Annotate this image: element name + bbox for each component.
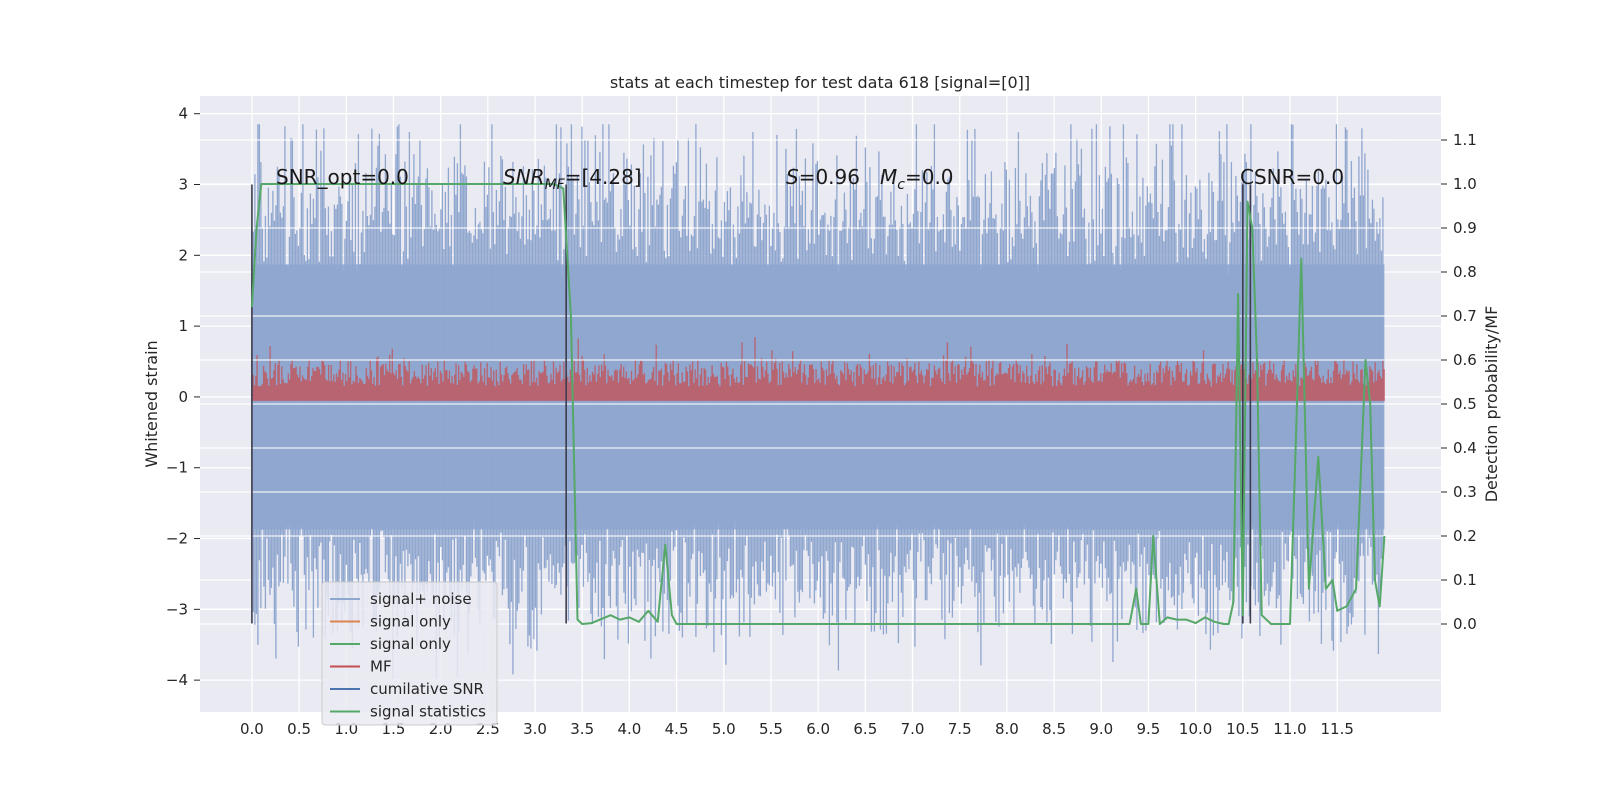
x-tick-label: 3.5	[570, 720, 594, 738]
x-tick-label: 6.0	[806, 720, 830, 738]
right-y-tick-label: 1.1	[1453, 131, 1477, 149]
left-y-tick-label: 2	[178, 246, 188, 264]
annotation-snr-mf: SNRMF=[4.28]	[503, 165, 642, 193]
left-y-tick-label: 3	[178, 176, 188, 194]
x-tick-label: 8.5	[1042, 720, 1066, 738]
legend: signal+ noise signal only signal only MF cum…	[321, 581, 498, 726]
legend-label: signal statistics	[370, 703, 486, 721]
left-y-tick-label: 0	[178, 388, 188, 406]
x-tick-label: 5.5	[759, 720, 783, 738]
annotation-csnr: CSNR=0.0	[1240, 165, 1344, 189]
x-tick-label: 7.5	[948, 720, 972, 738]
x-tick-label: 5.0	[712, 720, 736, 738]
x-tick-label: 6.5	[853, 720, 877, 738]
left-y-tick-label: −2	[166, 530, 188, 548]
x-tick-label: 9.0	[1089, 720, 1113, 738]
right-y-tick-label: 0.9	[1453, 219, 1477, 237]
left-y-tick-label: −4	[166, 671, 188, 689]
left-y-axis-label: Whitened strain	[142, 340, 161, 467]
right-y-tick-label: 0.5	[1453, 395, 1477, 413]
left-y-axis-ticks: 4 3 2 1 0 −1 −2 −3 −4	[166, 105, 200, 689]
right-y-tick-label: 0.0	[1453, 615, 1477, 633]
left-y-tick-label: −1	[166, 459, 188, 477]
legend-label: signal only	[370, 635, 451, 653]
x-tick-label: 0.5	[287, 720, 311, 738]
right-y-tick-label: 0.8	[1453, 263, 1477, 281]
x-tick-label: 11.5	[1320, 720, 1353, 738]
x-tick-label: 4.5	[665, 720, 689, 738]
right-y-tick-label: 0.4	[1453, 439, 1477, 457]
x-tick-label: 0.0	[240, 720, 264, 738]
x-tick-label: 7.0	[901, 720, 925, 738]
x-tick-label: 11.0	[1273, 720, 1306, 738]
left-y-tick-label: 4	[178, 105, 188, 123]
x-tick-label: 3.0	[523, 720, 547, 738]
right-y-tick-label: 0.2	[1453, 527, 1477, 545]
signal-statistics-line	[250, 183, 1386, 625]
annotation-snr-opt: SNR_opt=0.0	[276, 165, 409, 189]
x-tick-label: 8.0	[995, 720, 1019, 738]
x-tick-label: 10.0	[1179, 720, 1212, 738]
right-y-axis-ticks: 1.1 1.0 0.9 0.8 0.7 0.6 0.5 0.4 0.3 0.2 0.1 0.0	[1441, 131, 1477, 633]
x-tick-label: 9.5	[1137, 720, 1161, 738]
annotation-mc: Mc=0.0	[880, 165, 954, 193]
signal-statistics-series	[250, 183, 1386, 625]
x-tick-label: 10.5	[1226, 720, 1259, 738]
right-y-tick-label: 0.1	[1453, 571, 1477, 589]
annotation-s: S=0.96	[786, 165, 860, 189]
left-y-tick-label: −3	[166, 600, 188, 618]
right-y-tick-label: 0.7	[1453, 307, 1477, 325]
right-y-tick-label: 1.0	[1453, 175, 1477, 193]
right-y-axis-label: Detection probability/MF	[1482, 306, 1501, 503]
x-tick-label: 4.0	[617, 720, 641, 738]
right-y-tick-label: 0.3	[1453, 483, 1477, 501]
legend-label: MF	[370, 658, 392, 676]
right-y-tick-label: 0.6	[1453, 351, 1477, 369]
mf-series	[251, 139, 1385, 537]
legend-label: cumilative SNR	[370, 680, 484, 698]
left-y-tick-label: 1	[178, 317, 188, 335]
legend-label: signal+ noise	[370, 590, 472, 608]
legend-box	[321, 581, 498, 726]
vertical-markers	[251, 184, 1252, 624]
legend-label: signal only	[370, 613, 451, 631]
chart-title: stats at each timestep for test data 618…	[610, 73, 1030, 92]
